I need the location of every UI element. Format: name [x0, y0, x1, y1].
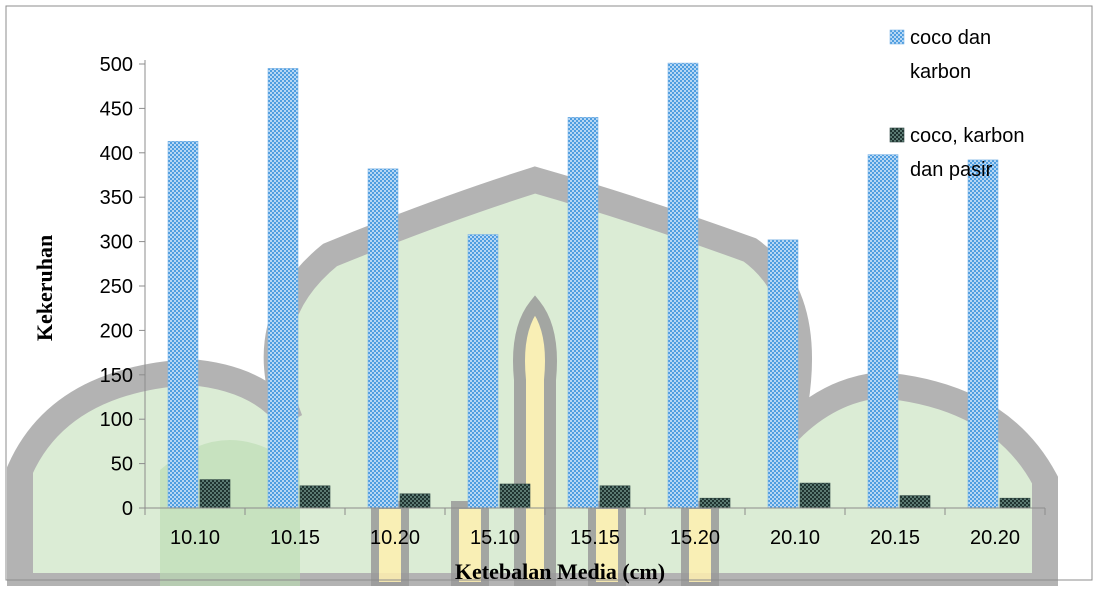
bar-coco-dan-karbon: [867, 154, 899, 509]
y-tick-label: 100: [100, 409, 133, 431]
axes-layer: 0 50 100 150 200 250 300 350 400 450 500 10.10 10.15…: [100, 54, 1046, 549]
x-tick-label: 10.20: [370, 527, 420, 549]
legend-label: karbon: [910, 61, 971, 83]
legend: coco dan karbon coco, karbon dan pasir: [889, 27, 1025, 181]
x-tick-label: 10.15: [270, 527, 320, 549]
x-tick-label: 15.20: [670, 527, 720, 549]
bar-coco-karbon-dan-pasir: [299, 485, 331, 509]
bar-coco-dan-karbon: [467, 234, 499, 509]
y-tick-label: 50: [111, 454, 133, 476]
y-tick-label: 500: [100, 54, 133, 76]
y-tick-label: 0: [122, 498, 133, 520]
x-tick-label: 20.15: [870, 527, 920, 549]
bar-coco-dan-karbon: [767, 239, 799, 509]
x-tick-label: 15.10: [470, 527, 520, 549]
bar-coco-karbon-dan-pasir: [599, 485, 631, 509]
bar-coco-dan-karbon: [967, 159, 999, 509]
bar-coco-dan-karbon: [367, 168, 399, 509]
y-tick-label: 150: [100, 365, 133, 387]
y-tick-label: 300: [100, 232, 133, 254]
bar-coco-karbon-dan-pasir: [699, 497, 731, 509]
y-tick-label: 200: [100, 320, 133, 342]
watermark-minaret: [513, 295, 557, 591]
bar-coco-karbon-dan-pasir: [999, 497, 1031, 509]
bar-coco-dan-karbon: [567, 117, 599, 509]
bar-coco-karbon-dan-pasir: [899, 495, 931, 509]
x-tick-label: 20.20: [970, 527, 1020, 549]
bar-coco-karbon-dan-pasir: [399, 493, 431, 509]
legend-swatch: [889, 127, 905, 143]
bar-coco-dan-karbon: [667, 62, 699, 509]
x-axis-title: Ketebalan Media (cm): [455, 559, 665, 584]
y-axis-title: Kekeruhan: [32, 235, 57, 341]
bar-coco-dan-karbon: [267, 68, 299, 509]
legend-label: coco dan: [910, 27, 991, 49]
bar-coco-dan-karbon: [167, 141, 199, 509]
x-tick-label: 10.10: [170, 527, 220, 549]
bar-coco-karbon-dan-pasir: [799, 482, 831, 509]
y-tick-label: 350: [100, 187, 133, 209]
bar-coco-karbon-dan-pasir: [199, 479, 231, 509]
legend-label: coco, karbon: [910, 125, 1025, 147]
y-tick-label: 400: [100, 143, 133, 165]
legend-label: dan pasir: [910, 159, 993, 181]
y-tick-label: 450: [100, 98, 133, 120]
x-tick-label: 15.15: [570, 527, 620, 549]
bar-coco-karbon-dan-pasir: [499, 483, 531, 509]
chart-frame: [5, 5, 1093, 581]
y-tick-label: 250: [100, 276, 133, 298]
x-tick-label: 20.10: [770, 527, 820, 549]
legend-swatch: [889, 29, 905, 45]
